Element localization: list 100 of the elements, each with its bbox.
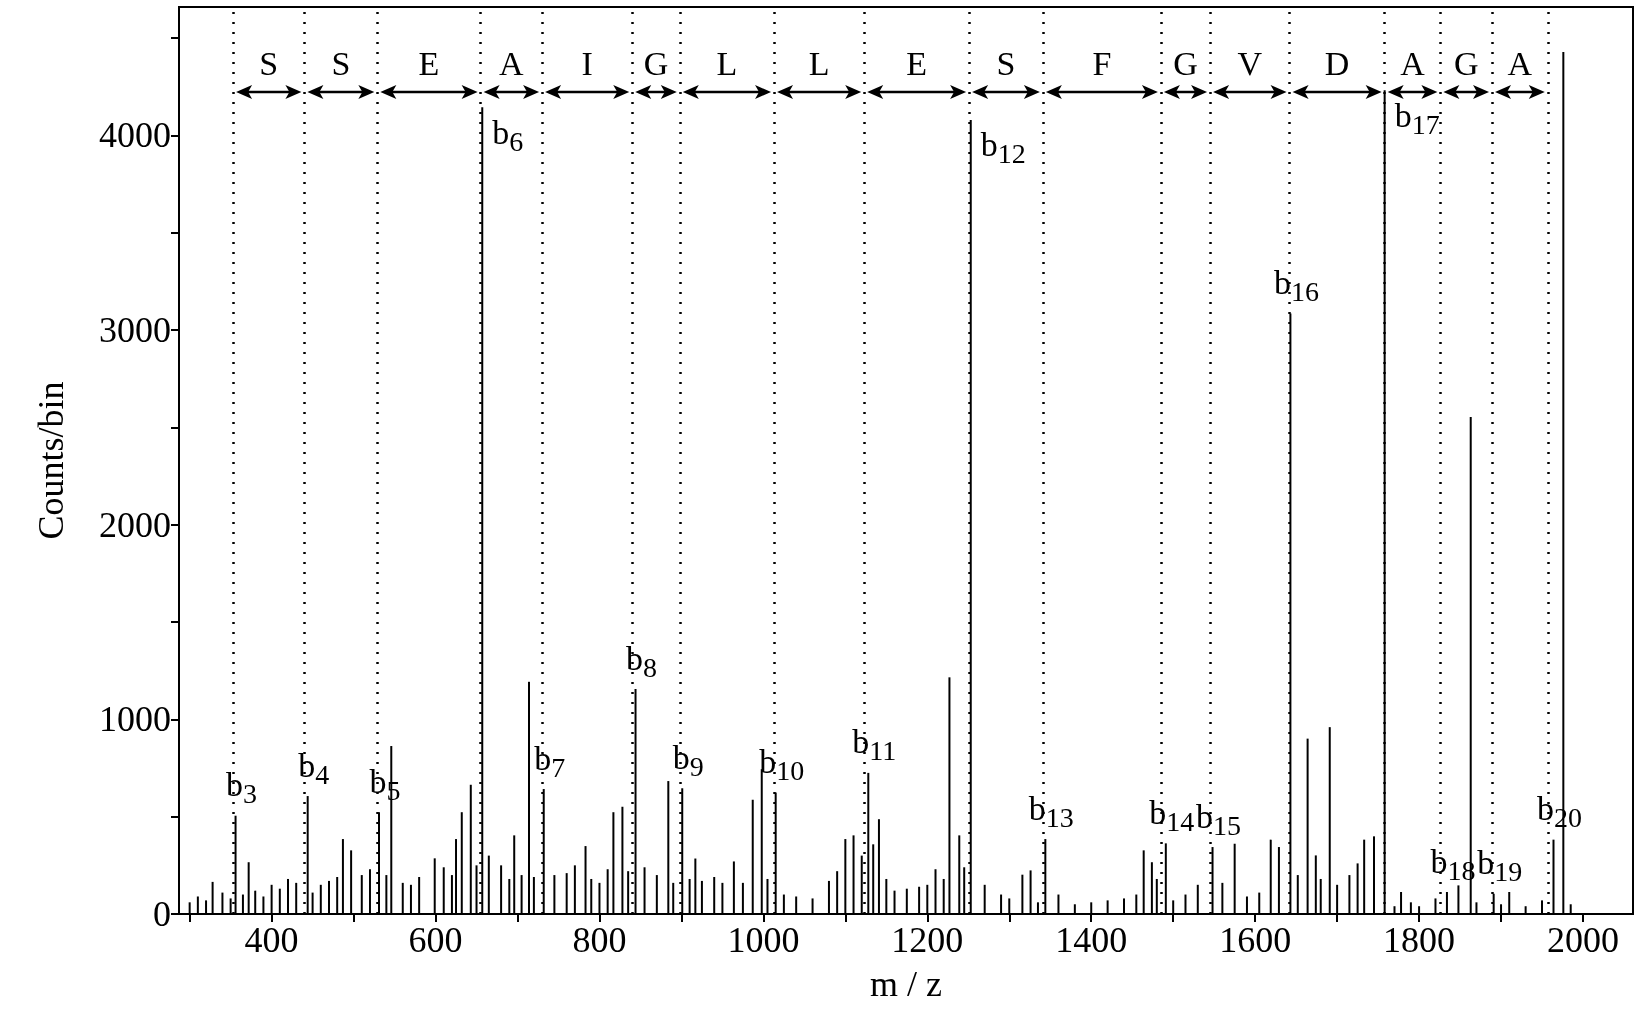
bar	[606, 869, 609, 914]
bar	[1029, 870, 1032, 914]
bar	[836, 871, 839, 914]
bar	[350, 850, 353, 914]
bar	[527, 681, 530, 914]
bar	[500, 865, 503, 914]
y-tick-label: 0	[153, 894, 171, 934]
annotation: G	[643, 44, 669, 82]
y-tick-label: 3000	[99, 310, 171, 351]
bar	[409, 884, 412, 914]
bar	[700, 880, 703, 914]
bar	[1258, 892, 1261, 914]
bar	[319, 884, 322, 914]
bar	[721, 882, 724, 914]
bar	[942, 878, 945, 914]
bar	[1319, 878, 1322, 914]
annotation: A	[1400, 44, 1426, 82]
bar	[751, 799, 754, 914]
x-tick-label: 600	[408, 920, 463, 960]
bar	[948, 677, 951, 914]
annotation: D	[1324, 44, 1350, 82]
bar	[811, 898, 814, 914]
bar	[655, 875, 658, 914]
bar	[341, 839, 344, 914]
bar	[958, 835, 961, 914]
x-tick-label: 1800	[1383, 920, 1456, 960]
bar	[442, 867, 445, 914]
bar	[1000, 894, 1003, 914]
bar	[918, 886, 921, 914]
bar	[1164, 843, 1167, 914]
bar	[1552, 839, 1555, 914]
bar	[885, 878, 888, 914]
x-tick-label: 1200	[891, 920, 964, 960]
annotation: E	[906, 44, 928, 82]
bar	[1184, 894, 1187, 914]
bar	[1356, 863, 1359, 914]
bar	[1221, 882, 1224, 914]
bar	[621, 806, 624, 914]
bar	[1400, 892, 1403, 914]
bar	[1123, 898, 1126, 914]
bar	[450, 875, 453, 914]
bar	[254, 890, 257, 914]
bar	[1434, 898, 1437, 914]
bar	[241, 894, 244, 914]
bar	[741, 882, 744, 914]
bar	[336, 877, 339, 914]
y-tick-label: 1000	[99, 699, 171, 740]
annotation: S	[996, 44, 1016, 82]
bar	[311, 892, 314, 914]
x-tick-label: 800	[572, 920, 627, 960]
annotation: L	[716, 44, 738, 82]
bar	[205, 900, 208, 914]
bar	[368, 869, 371, 914]
bar	[211, 881, 214, 914]
bar	[905, 888, 908, 914]
bar	[590, 878, 593, 914]
bar	[713, 877, 716, 914]
bar	[612, 812, 615, 914]
bar	[1475, 902, 1478, 914]
bar	[1409, 902, 1412, 914]
bar	[688, 878, 691, 914]
x-tick-label: 1000	[727, 920, 800, 960]
bar	[1196, 884, 1199, 914]
annotation: E	[418, 44, 440, 82]
bar	[1569, 904, 1572, 914]
bar	[672, 882, 675, 914]
bar	[360, 875, 363, 914]
bar	[1296, 875, 1299, 914]
bar	[295, 882, 298, 914]
bar	[694, 858, 697, 914]
bar	[1150, 862, 1153, 914]
bar	[565, 873, 568, 914]
bar	[401, 882, 404, 914]
bar	[1393, 906, 1396, 914]
bar	[1036, 902, 1039, 914]
bar	[667, 781, 670, 914]
bar	[934, 869, 937, 914]
bar	[1106, 900, 1109, 914]
bar	[247, 862, 250, 914]
bar	[1541, 900, 1544, 914]
bar	[643, 867, 646, 914]
annotation: F	[1092, 44, 1112, 82]
bar	[513, 835, 516, 914]
bar	[1363, 839, 1366, 914]
bar	[385, 875, 388, 914]
bar	[418, 877, 421, 914]
x-tick-label: 400	[244, 920, 299, 960]
bar	[1524, 906, 1527, 914]
bar	[1057, 894, 1060, 914]
bar	[469, 784, 472, 914]
x-tick-label: 1400	[1055, 920, 1128, 960]
bar	[782, 894, 785, 914]
bar	[1314, 855, 1317, 914]
bar	[877, 819, 880, 914]
bar	[893, 890, 896, 914]
bar	[532, 877, 535, 914]
annotation: G	[1453, 44, 1479, 82]
x-tick-label: 1600	[1219, 920, 1292, 960]
annotation: S	[259, 44, 279, 82]
x-axis-title: m / z	[870, 964, 942, 1004]
